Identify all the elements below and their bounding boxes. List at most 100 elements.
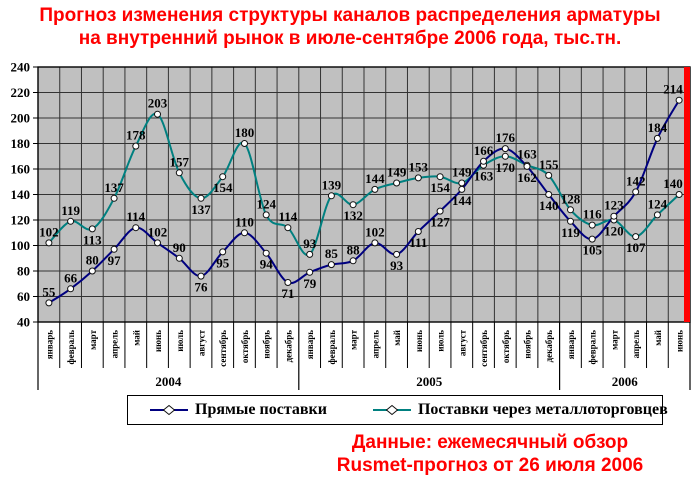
data-label: 119 xyxy=(561,225,580,240)
svg-text:2006: 2006 xyxy=(612,374,639,389)
data-label: 137 xyxy=(104,180,124,195)
data-label: 137 xyxy=(191,202,211,217)
svg-text:июль: июль xyxy=(436,330,446,352)
direct-series-marker-icon xyxy=(150,404,188,416)
data-label: 214 xyxy=(663,82,683,97)
data-label: 102 xyxy=(39,224,59,239)
svg-text:100: 100 xyxy=(11,238,31,253)
data-point-marker xyxy=(154,110,161,118)
legend: Прямые поставки Поставки через металлото… xyxy=(127,395,668,425)
svg-text:май: май xyxy=(653,330,663,346)
data-label: 140 xyxy=(539,198,559,213)
data-label: 105 xyxy=(582,243,602,258)
svg-text:160: 160 xyxy=(11,162,31,177)
chart-title-line2: на внутренний рынок в июле-сентябре 2006… xyxy=(78,28,622,49)
data-label: 155 xyxy=(539,157,559,172)
chart-title: Прогноз изменения структуры каналов расп… xyxy=(0,4,700,50)
data-point-marker xyxy=(154,239,161,247)
svg-text:140: 140 xyxy=(11,187,31,202)
data-point-marker xyxy=(219,173,227,181)
svg-text:ноябрь: ноябрь xyxy=(262,330,272,359)
data-point-marker xyxy=(588,235,596,243)
svg-text:2004: 2004 xyxy=(155,374,182,389)
svg-text:май: май xyxy=(392,330,402,346)
legend-label-direct: Прямые поставки xyxy=(195,401,327,418)
svg-text:февраль: февраль xyxy=(588,330,598,365)
data-point-marker xyxy=(67,285,75,293)
data-label: 149 xyxy=(387,165,407,180)
data-point-marker xyxy=(175,169,183,177)
data-label: 107 xyxy=(626,240,646,255)
data-point-marker xyxy=(175,254,183,262)
data-point-marker xyxy=(45,299,53,307)
data-label: 120 xyxy=(604,224,624,239)
data-point-marker xyxy=(197,194,205,202)
data-label: 153 xyxy=(409,159,429,174)
svg-text:апрель: апрель xyxy=(370,330,380,359)
data-point-marker xyxy=(458,179,466,187)
data-point-marker xyxy=(436,207,444,215)
data-point-marker xyxy=(653,211,661,219)
data-label: 170 xyxy=(496,160,516,175)
data-label: 93 xyxy=(390,258,404,273)
svg-text:январь: январь xyxy=(566,330,576,359)
svg-text:февраль: февраль xyxy=(327,330,337,365)
svg-text:январь: январь xyxy=(305,330,315,359)
data-label: 124 xyxy=(648,196,668,211)
data-label: 76 xyxy=(195,280,209,295)
svg-text:август: август xyxy=(457,329,467,356)
svg-text:март: март xyxy=(609,329,619,349)
data-point-marker xyxy=(45,239,53,247)
data-label: 119 xyxy=(61,203,80,218)
data-point-marker xyxy=(632,233,640,241)
data-point-marker xyxy=(653,134,661,142)
x-axis-months: январь февраль март апрель май июнь июль август… xyxy=(37,322,691,390)
data-point-marker xyxy=(67,217,75,225)
source-note-line1: Данные: ежемесячный обзор xyxy=(351,432,629,453)
data-label: 95 xyxy=(216,255,230,270)
data-point-marker xyxy=(501,145,509,153)
svg-text:120: 120 xyxy=(11,213,31,228)
data-point-marker xyxy=(219,248,227,256)
svg-text:декабрь: декабрь xyxy=(544,330,554,363)
data-point-marker xyxy=(414,228,422,235)
svg-text:март: март xyxy=(88,329,98,349)
data-label: 140 xyxy=(663,176,683,191)
svg-text:80: 80 xyxy=(17,264,30,279)
data-label: 111 xyxy=(409,235,427,250)
data-point-marker xyxy=(371,185,379,193)
data-label: 110 xyxy=(235,214,254,229)
svg-text:60: 60 xyxy=(17,289,30,304)
data-label: 149 xyxy=(452,165,472,180)
data-label: 90 xyxy=(173,240,186,255)
forecast-edge-band xyxy=(684,67,690,322)
svg-text:180: 180 xyxy=(11,136,31,151)
svg-text:март: март xyxy=(349,329,359,349)
data-point-marker xyxy=(436,173,444,181)
data-label: 128 xyxy=(561,191,581,206)
data-point-marker xyxy=(132,224,140,232)
data-point-marker xyxy=(262,249,270,257)
data-point-marker xyxy=(241,140,248,147)
data-label: 123 xyxy=(604,198,624,213)
data-point-marker xyxy=(349,201,357,209)
data-label: 184 xyxy=(648,120,668,135)
data-point-marker xyxy=(284,224,292,232)
data-point-marker xyxy=(588,221,596,229)
data-label: 93 xyxy=(303,236,317,251)
data-point-marker xyxy=(132,142,140,150)
svg-text:220: 220 xyxy=(11,85,31,100)
data-point-marker xyxy=(501,152,509,160)
data-label: 178 xyxy=(126,128,146,143)
data-label: 88 xyxy=(347,242,361,257)
data-point-marker xyxy=(327,261,335,269)
svg-text:февраль: февраль xyxy=(66,330,76,365)
svg-text:200: 200 xyxy=(11,111,31,126)
chart-title-line1: Прогноз изменения структуры каналов расп… xyxy=(39,5,661,26)
data-point-marker xyxy=(393,179,401,187)
svg-text:январь: январь xyxy=(44,330,54,359)
data-point-marker xyxy=(349,257,357,265)
data-point-marker xyxy=(458,185,466,193)
svg-text:декабрь: декабрь xyxy=(283,330,293,363)
data-label: 176 xyxy=(496,130,516,145)
